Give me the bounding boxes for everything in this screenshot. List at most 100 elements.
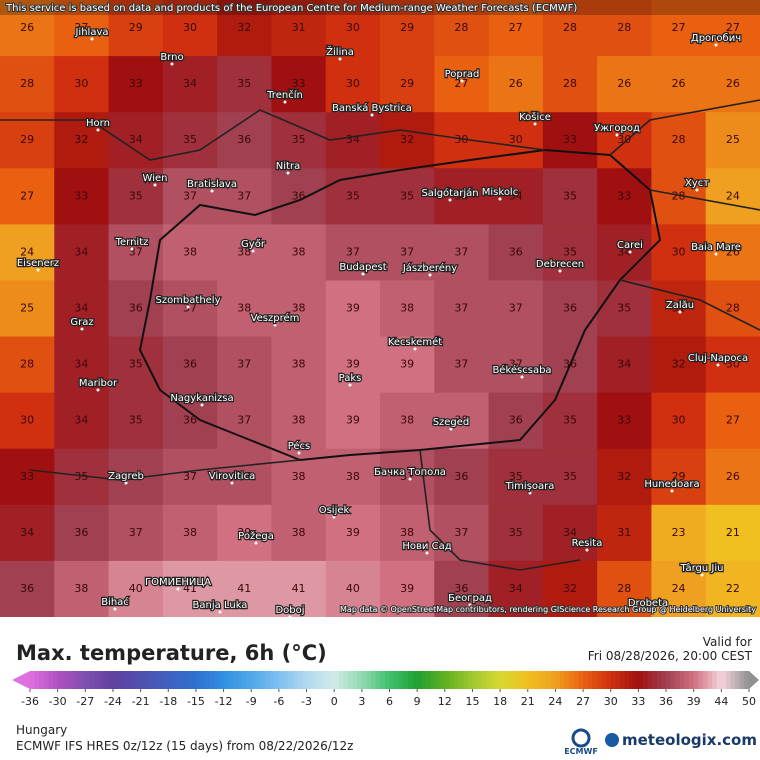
- temperature-cell: [597, 168, 652, 225]
- temperature-value: 39: [346, 302, 360, 315]
- colorbar-segment: [546, 671, 552, 689]
- city-label: Trenčín: [266, 89, 303, 101]
- temperature-cell: [0, 56, 55, 113]
- colorbar-segment: [375, 671, 381, 689]
- colorbar-segment: [338, 671, 344, 689]
- temperature-cell: [488, 448, 544, 506]
- colorbar-segment: [735, 671, 741, 689]
- temperature-cell: [108, 504, 164, 562]
- temperature-value: 34: [20, 526, 34, 539]
- colorbar-segment: [513, 671, 519, 689]
- city-label: Szeged: [433, 417, 470, 428]
- city-label: Győr: [241, 238, 266, 250]
- colorbar-tick-label: 36: [659, 695, 673, 708]
- temperature-value: 35: [509, 470, 523, 483]
- temperature-value: 41: [237, 582, 251, 595]
- temperature-cell: [651, 448, 707, 506]
- temperature-value: 27: [454, 77, 468, 90]
- temperature-value: 27: [74, 21, 88, 34]
- city-label: Wien: [143, 173, 168, 184]
- city-dot: [528, 491, 532, 495]
- temperature-value: 38: [292, 470, 306, 483]
- temperature-value: 24: [20, 245, 34, 258]
- temperature-cell: [108, 392, 164, 450]
- colorbar-segment: [251, 671, 257, 689]
- colorbar-segment: [725, 671, 731, 689]
- temperature-cell: [0, 0, 55, 57]
- temperature-value: 34: [74, 358, 88, 371]
- city-label: Osijek: [319, 505, 350, 516]
- colorbar-segment: [693, 671, 699, 689]
- temperature-cell: [651, 0, 707, 57]
- temperature-cell: [271, 112, 327, 169]
- colorbar-segment: [601, 671, 607, 689]
- temperature-value: 26: [726, 245, 740, 258]
- temperature-value: 38: [237, 302, 251, 315]
- temperature-value: 37: [509, 302, 523, 315]
- temperature-cell: [434, 168, 490, 225]
- colorbar-segment: [398, 671, 404, 689]
- city-dot: [348, 383, 352, 387]
- colorbar-segment: [619, 671, 625, 689]
- temperature-value: 28: [20, 77, 34, 90]
- temperature-cell: [271, 224, 327, 281]
- city-dot: [460, 79, 464, 83]
- colorbar-segment: [652, 671, 658, 689]
- colorbar-segment: [592, 671, 598, 689]
- temperature-cell: [325, 56, 381, 113]
- temperature-value: 33: [292, 77, 306, 90]
- temperature-value: 34: [617, 245, 631, 258]
- colorbar-segment: [661, 671, 667, 689]
- city-dot: [520, 375, 524, 379]
- temperature-value: 27: [20, 189, 34, 202]
- colorbar-segment: [343, 671, 349, 689]
- city-label: Pécs: [288, 440, 311, 452]
- temperature-value: 37: [129, 526, 143, 539]
- temperature-cell: [542, 280, 598, 338]
- temperature-cell: [705, 112, 760, 169]
- temperature-value: 30: [20, 414, 34, 427]
- temperature-cell: [162, 448, 218, 506]
- city-label: Doboj: [275, 605, 304, 616]
- attribution: Map data © OpenStreetMap contributors, r…: [340, 605, 756, 614]
- colorbar-segment: [560, 671, 566, 689]
- temperature-value: 33: [617, 414, 631, 427]
- colorbar-segment: [500, 671, 506, 689]
- temperature-value: 41: [292, 582, 306, 595]
- temperature-value: 32: [672, 358, 686, 371]
- colorbar-segment: [48, 671, 54, 689]
- temperature-value: 29: [400, 77, 414, 90]
- colorbar-segment: [85, 671, 91, 689]
- city-label: Miskolc: [482, 187, 518, 198]
- temperature-value: 31: [672, 302, 686, 315]
- colorbar-segment: [205, 671, 211, 689]
- temperature-cell: [217, 224, 272, 281]
- temperature-value: 30: [346, 21, 360, 34]
- temperature-value: 24: [672, 582, 686, 595]
- colorbar-segment: [454, 671, 460, 689]
- temperature-value: 40: [346, 582, 360, 595]
- colorbar-segment: [555, 671, 561, 689]
- colorbar-segment: [380, 671, 386, 689]
- temperature-value: 38: [400, 414, 414, 427]
- temperature-cell: [217, 168, 272, 225]
- city-dot: [186, 305, 190, 309]
- city-label: Veszprém: [251, 312, 300, 324]
- colorbar-tick-label: -30: [49, 695, 67, 708]
- colorbar-segment: [477, 671, 483, 689]
- temperature-cell: [488, 504, 544, 562]
- temperature-cell: [108, 0, 164, 57]
- city-label: Brno: [160, 52, 183, 63]
- temperature-cell: [325, 336, 381, 394]
- colorbar-segment: [550, 671, 556, 689]
- city-label: Eisenerz: [17, 258, 59, 269]
- colorbar-segment: [523, 671, 529, 689]
- colorbar-segment: [541, 671, 547, 689]
- temperature-value: 38: [400, 302, 414, 315]
- temperature-cell: [705, 224, 760, 281]
- temperature-value: 27: [726, 21, 740, 34]
- city-dot: [408, 477, 412, 481]
- temperature-cell: [162, 336, 218, 394]
- temperature-cell: [54, 168, 110, 225]
- city-dot: [558, 269, 562, 273]
